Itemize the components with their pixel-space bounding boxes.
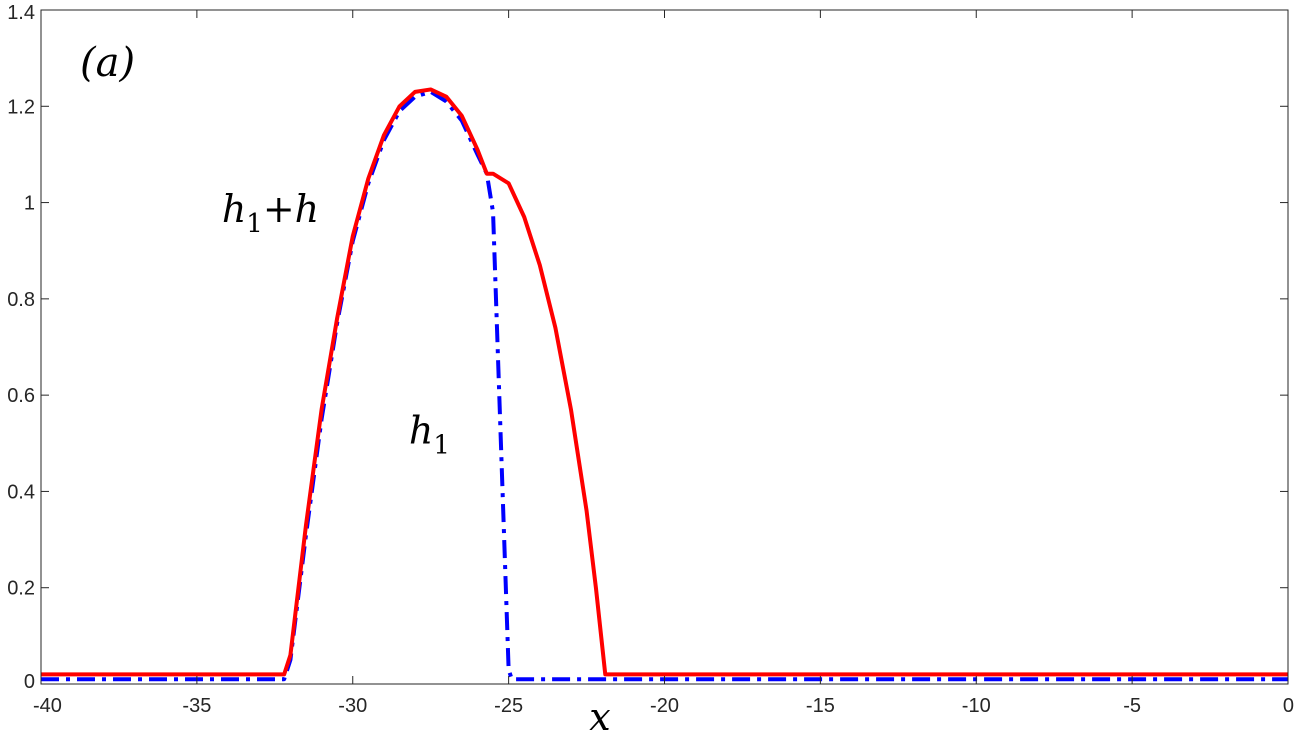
tick-layer: -40 -35 -30 -25 -20 -15 -10 -5 0 0 0.2 0.4 0.6 0.8 1 1.…: [7, 2, 1294, 717]
x-tick-label: -15: [806, 695, 835, 717]
y-tick-label: 1.2: [7, 96, 35, 118]
y-tick-label: 0.2: [7, 578, 35, 600]
series-line-h1-plus-h: [41, 87, 1288, 677]
x-tick-label: -10: [962, 695, 991, 717]
y-tick-label: 0.6: [7, 385, 35, 407]
series-layer: [41, 87, 1288, 682]
y-tick-label: 1.4: [7, 2, 35, 24]
annotation-h1: h1: [409, 408, 450, 460]
plot-background: [41, 10, 1288, 684]
annotation-h1-plus-h: h1+h: [222, 187, 319, 239]
y-tick-label: 0: [24, 671, 35, 693]
y-tick-label: 1: [24, 193, 35, 215]
panel-label: (a): [80, 40, 135, 86]
y-tick-label: 0.8: [7, 289, 35, 311]
x-tick-label: -20: [650, 695, 679, 717]
annotation-layer: h1+h h1: [222, 187, 450, 460]
x-tick-label: -5: [1123, 695, 1141, 717]
x-tick-label: -40: [33, 695, 62, 717]
x-tick-label: -30: [338, 695, 367, 717]
x-tick-label: 0: [1283, 695, 1294, 717]
x-tick-label: -25: [494, 695, 523, 717]
y-tick-label: 0.4: [7, 481, 35, 503]
x-axis-label: x: [589, 695, 610, 736]
x-tick-label: -35: [182, 695, 211, 717]
